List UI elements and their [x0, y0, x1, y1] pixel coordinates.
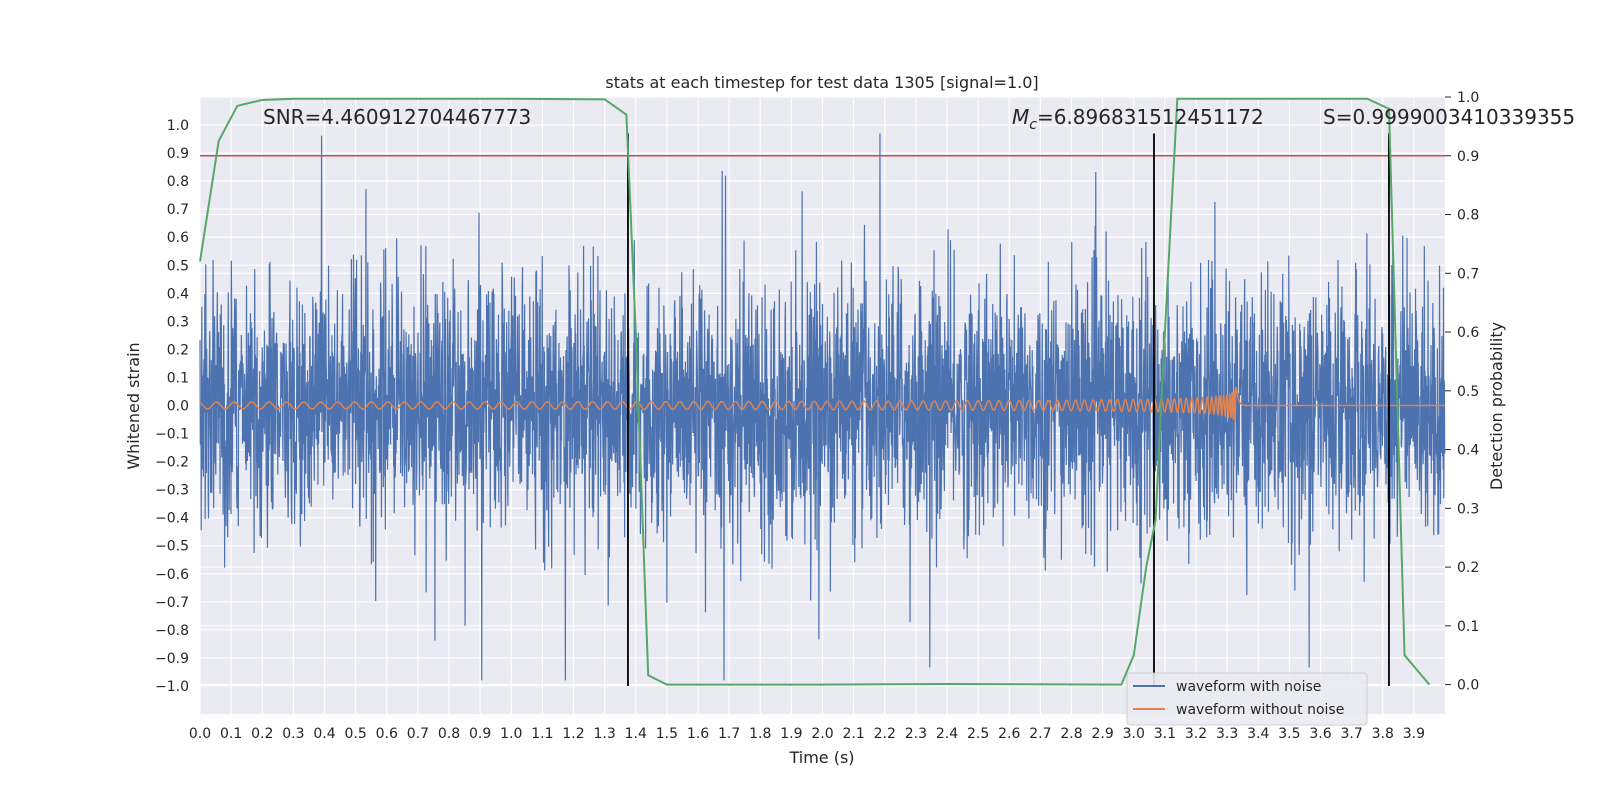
y-tick-label: −0.8 [155, 623, 189, 639]
chart-title: stats at each timestep for test data 130… [605, 73, 1038, 92]
y-tick-label: 0.1 [167, 370, 189, 386]
y2-tick-label: 0.3 [1457, 501, 1479, 517]
y-tick-label: 0.9 [167, 146, 189, 162]
x-tick-label: 0.6 [376, 726, 398, 742]
x-tick-label: 0.5 [344, 726, 366, 742]
x-tick-label: 2.5 [967, 726, 989, 742]
x-tick-label: 2.7 [1029, 726, 1051, 742]
y2-tick-label: 0.0 [1457, 678, 1479, 694]
x-tick-label: 2.4 [936, 726, 958, 742]
y-tick-label: −0.6 [155, 567, 189, 583]
y2-tick-label: 0.4 [1457, 443, 1479, 459]
y-tick-label: 0.4 [167, 286, 189, 302]
s-annotation: S=0.9999003410339355 [1323, 105, 1575, 129]
x-tick-label: 0.3 [282, 726, 304, 742]
x-tick-label: 0.8 [438, 726, 460, 742]
x-tick-label: 1.0 [500, 726, 522, 742]
y2-tick-label: 0.1 [1457, 619, 1479, 635]
y-tick-label: 1.0 [167, 118, 189, 134]
y2-tick-label: 0.5 [1457, 384, 1479, 400]
y2-tick-label: 1.0 [1457, 90, 1479, 106]
x-tick-label: 0.7 [407, 726, 429, 742]
x-tick-label: 2.3 [905, 726, 927, 742]
y-tick-label: −0.1 [155, 427, 189, 443]
x-tick-label: 3.2 [1185, 726, 1207, 742]
x-tick-label: 1.5 [656, 726, 678, 742]
chirp-series-line [199, 386, 1445, 423]
x-tick-label: 1.6 [687, 726, 709, 742]
x-tick-label: 1.1 [531, 726, 553, 742]
y2-axis-label: Detection probability [1487, 322, 1506, 490]
x-tick-label: 1.7 [718, 726, 740, 742]
x-tick-label: 3.5 [1278, 726, 1300, 742]
y-tick-label: −0.5 [155, 539, 189, 555]
y2-tick-label: 0.9 [1457, 149, 1479, 165]
x-tick-label: 1.4 [625, 726, 647, 742]
y2-tick-label: 0.2 [1457, 560, 1479, 576]
y-tick-label: −0.9 [155, 651, 189, 667]
x-tick-label: 2.2 [874, 726, 896, 742]
ticks: 0.0 0.1 0.2 0.3 0.4 0.5 0.6 0.7 0.8 0.9 1.0 1.1 1.2 1… [155, 90, 1479, 742]
chirp-series [199, 386, 1445, 423]
y-tick-label: −0.4 [155, 511, 189, 527]
overlay [199, 97, 1445, 686]
y-axis-label: Whitened strain [124, 342, 143, 469]
x-tick-label: 2.8 [1060, 726, 1082, 742]
x-axis-label: Time (s) [788, 748, 854, 767]
x-tick-label: 0.1 [220, 726, 242, 742]
x-tick-label: 2.6 [998, 726, 1020, 742]
y2-tick-label: 0.8 [1457, 208, 1479, 224]
y2-tick-label: 0.6 [1457, 325, 1479, 341]
x-tick-label: 3.1 [1154, 726, 1176, 742]
y-tick-label: −1.0 [155, 679, 189, 695]
probability-series-line [199, 97, 1431, 686]
noise-series [199, 133, 1446, 681]
x-tick-label: 3.0 [1123, 726, 1145, 742]
x-tick-label: 3.6 [1309, 726, 1331, 742]
x-tick-label: 0.4 [313, 726, 335, 742]
x-tick-label: 2.1 [842, 726, 864, 742]
y2-tick-label: 0.7 [1457, 266, 1479, 282]
y-tick-label: 0.6 [167, 230, 189, 246]
x-tick-label: 3.4 [1247, 726, 1269, 742]
y-tick-label: 0.0 [167, 399, 189, 415]
y-tick-label: −0.7 [155, 595, 189, 611]
x-tick-label: 1.8 [749, 726, 771, 742]
chirp-mass-annotation: Mc=6.896831512451172 [1012, 105, 1264, 133]
chirp-mass-subscript: c [1029, 117, 1037, 133]
y-tick-label: −0.3 [155, 483, 189, 499]
y-tick-label: −0.2 [155, 455, 189, 471]
x-tick-label: 3.3 [1216, 726, 1238, 742]
x-tick-label: 0.9 [469, 726, 491, 742]
y-tick-label: 0.2 [167, 342, 189, 358]
legend-box [1126, 672, 1368, 726]
x-tick-label: 0.2 [251, 726, 273, 742]
legend-label-noise: waveform with noise [1176, 679, 1321, 695]
x-tick-label: 2.0 [811, 726, 833, 742]
x-tick-label: 1.9 [780, 726, 802, 742]
legend-label-clean: waveform without noise [1176, 702, 1344, 718]
snr-annotation: SNR=4.460912704467773 [263, 105, 531, 129]
y-tick-label: 0.3 [167, 314, 189, 330]
x-tick-label: 3.9 [1403, 726, 1425, 742]
y-tick-label: 0.8 [167, 174, 189, 190]
y-tick-label: 0.5 [167, 258, 189, 274]
noise-series-line [199, 133, 1446, 681]
legend: waveform with noise waveform without noi… [1126, 672, 1368, 726]
y-tick-label: 0.7 [167, 202, 189, 218]
chirp-mass-value: =6.896831512451172 [1037, 105, 1264, 129]
x-tick-label: 0.0 [189, 726, 211, 742]
x-tick-label: 2.9 [1091, 726, 1113, 742]
x-tick-label: 3.7 [1340, 726, 1362, 742]
x-tick-label: 3.8 [1372, 726, 1394, 742]
x-tick-label: 1.3 [593, 726, 615, 742]
chirp-mass-symbol: M [1012, 105, 1029, 129]
x-tick-label: 1.2 [562, 726, 584, 742]
